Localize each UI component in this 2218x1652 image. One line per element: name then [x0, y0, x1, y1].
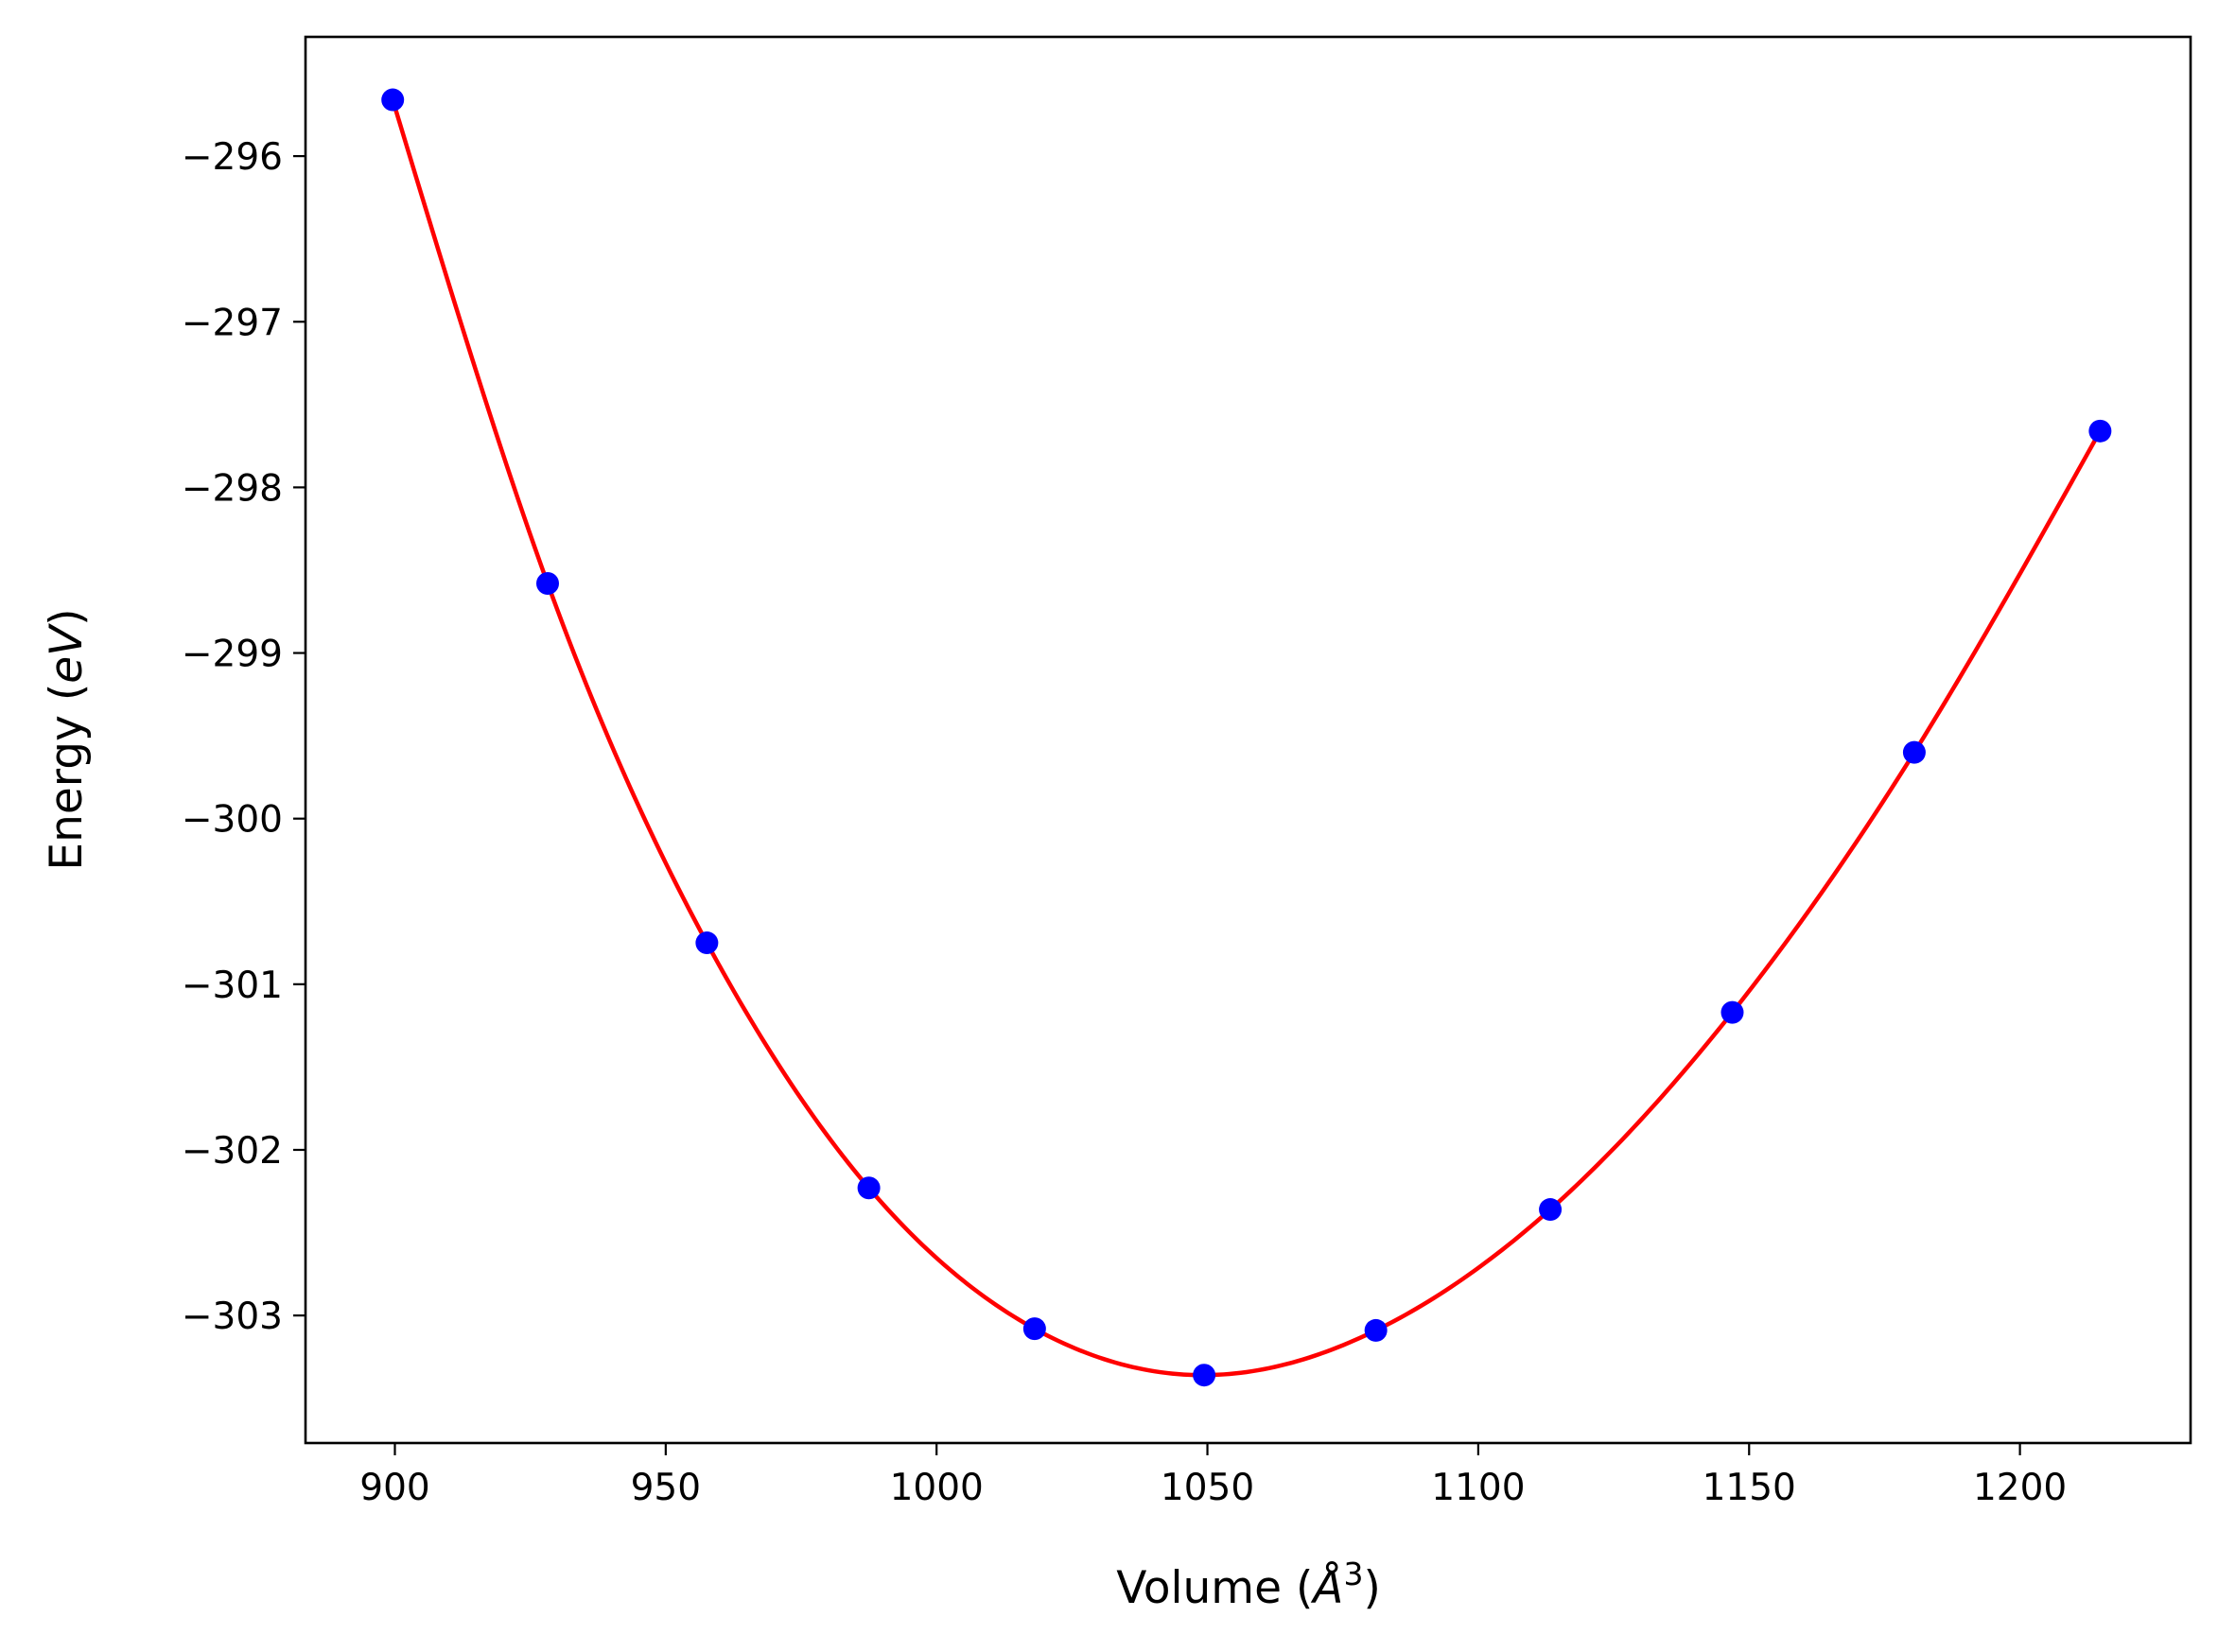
- y-tick-label: −301: [182, 965, 283, 1007]
- data-point: [1539, 1198, 1563, 1222]
- y-axis-label: Energy (eV): [41, 608, 93, 870]
- x-tick-label: 1050: [1161, 1467, 1254, 1509]
- fit-curve-line: [391, 98, 2103, 1378]
- x-tick-label: 900: [359, 1467, 429, 1509]
- y-tick-label: −300: [182, 799, 283, 842]
- x-tick-label: 1200: [1973, 1467, 2067, 1509]
- plot-frame: [304, 35, 2192, 1445]
- data-point: [857, 1176, 881, 1200]
- y-axis-ticks: −296 −297 −298 −299 −300 −301 −302 −303: [182, 136, 306, 1338]
- y-tick-label: −302: [182, 1130, 283, 1173]
- x-tick-label: 1000: [890, 1467, 984, 1509]
- data-point: [1720, 1000, 1744, 1024]
- data-points-layer: [381, 88, 2112, 1387]
- x-axis-ticks: 900 950 1000 1050 1100 1150 1200: [359, 1443, 2067, 1509]
- data-point: [1022, 1317, 1046, 1341]
- x-axis-label: Volume (Å3): [1116, 1556, 1381, 1614]
- y-tick-label: −298: [182, 467, 283, 510]
- x-tick-label: 1150: [1703, 1467, 1796, 1509]
- y-tick-label: −303: [182, 1296, 283, 1338]
- data-point: [1902, 740, 1926, 764]
- y-tick-label: −297: [182, 302, 283, 344]
- data-point: [2088, 419, 2112, 443]
- y-tick-label: −299: [182, 634, 283, 676]
- x-tick-label: 1100: [1431, 1467, 1525, 1509]
- data-point: [695, 931, 719, 955]
- data-point: [1193, 1364, 1216, 1387]
- fit-curve-layer: [391, 98, 2103, 1378]
- data-point: [381, 88, 405, 112]
- x-tick-label: 950: [631, 1467, 701, 1509]
- data-point: [1364, 1318, 1388, 1342]
- y-tick-label: −296: [182, 136, 283, 179]
- data-point: [535, 571, 559, 595]
- plot-background: [306, 37, 2191, 1443]
